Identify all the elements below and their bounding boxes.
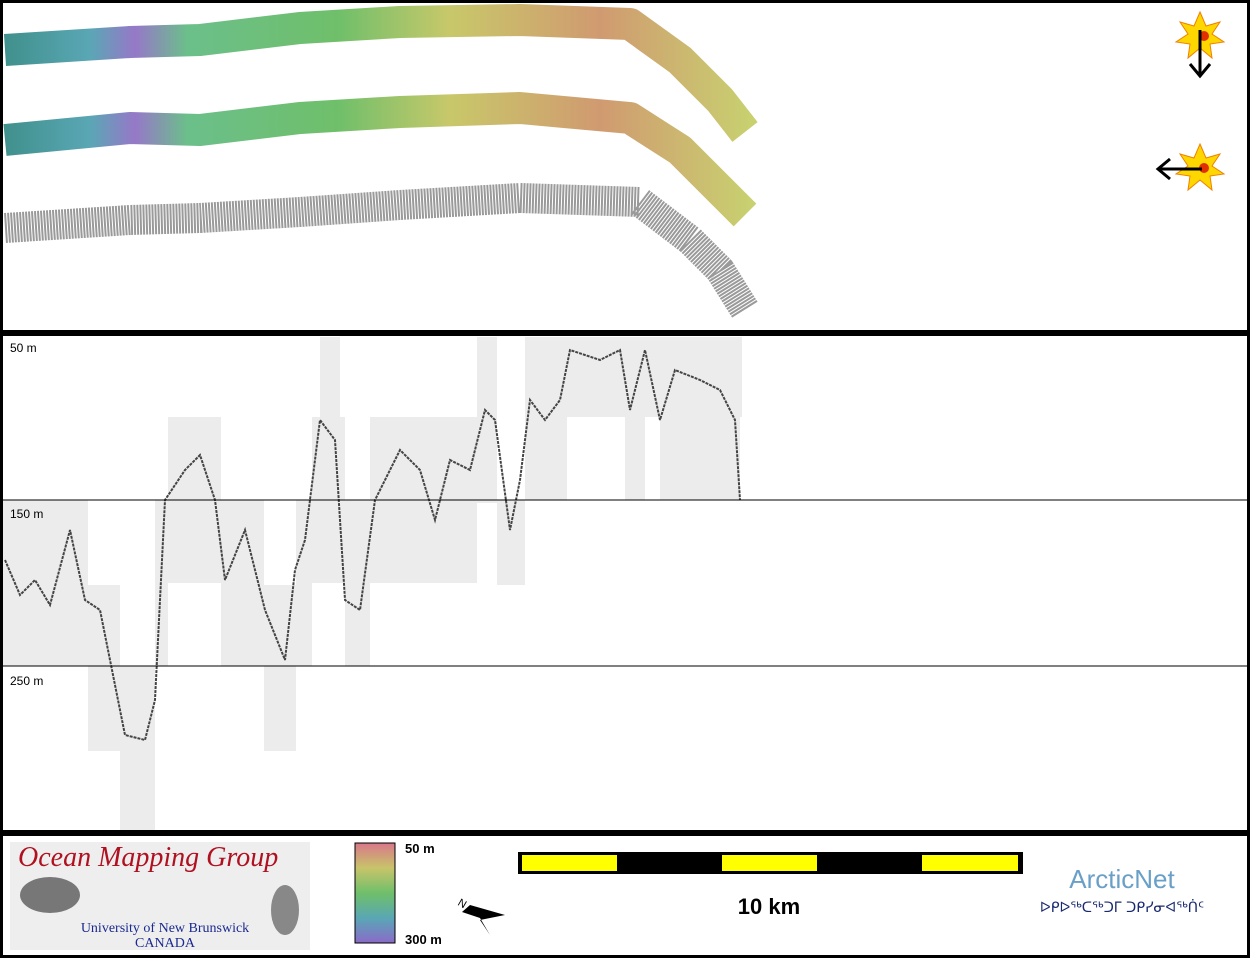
logo-art xyxy=(20,877,80,913)
colorbar xyxy=(354,842,396,944)
swath-backscatter xyxy=(4,183,758,318)
swath-shaded xyxy=(3,92,757,227)
logo-university: University of New Brunswick xyxy=(81,921,249,936)
scale-segment xyxy=(522,855,617,871)
swath-shaded xyxy=(3,4,758,142)
logo-country: CANADA xyxy=(135,936,196,951)
depth-label: 50 m xyxy=(10,341,37,355)
scale-segment xyxy=(722,855,817,871)
colorbar-label: 50 m xyxy=(405,841,435,856)
partner-subtitle: ᐅᑭᐅᖅᑕᖅᑐᒥ ᑐᑭᓯᓂᐊᖅᑏᑦ xyxy=(1040,899,1204,916)
partner-name: ArcticNet xyxy=(1069,864,1175,894)
sun-icon xyxy=(1155,142,1226,192)
depth-label: 150 m xyxy=(10,507,43,521)
colorbar-label: 300 m xyxy=(405,932,442,947)
logo-art xyxy=(271,885,299,935)
plan-panel xyxy=(0,0,1250,333)
depth-profile xyxy=(4,348,741,742)
logo-title: Ocean Mapping Group xyxy=(18,842,278,873)
depth-label: 250 m xyxy=(10,674,43,688)
sun-icon xyxy=(1174,10,1226,79)
scale-label: 10 km xyxy=(738,894,800,919)
scale-segment xyxy=(922,855,1018,871)
